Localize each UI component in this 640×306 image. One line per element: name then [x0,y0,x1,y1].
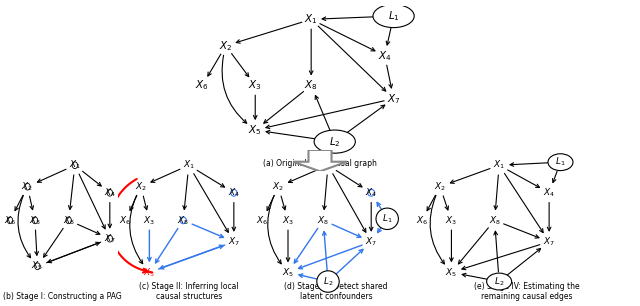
Text: $X_{1}$: $X_{1}$ [322,159,334,171]
Text: $X_{8}$: $X_{8}$ [177,214,189,226]
Text: $X_{1}$: $X_{1}$ [305,13,318,26]
Circle shape [107,235,113,242]
Text: $X_{3}$: $X_{3}$ [282,214,294,226]
Text: $X_{7}$: $X_{7}$ [365,236,377,248]
Text: (e) Stage IV: Estimating the
remaining causal edges: (e) Stage IV: Estimating the remaining c… [474,282,579,301]
Text: $L_{1}$: $L_{1}$ [388,9,399,23]
Text: $X_{4}$: $X_{4}$ [365,187,378,199]
Circle shape [25,183,30,190]
Text: $X_{6}$: $X_{6}$ [416,214,428,226]
Text: $L_{1}$: $L_{1}$ [382,213,392,225]
Text: $X_{8}$: $X_{8}$ [63,214,75,226]
Circle shape [7,217,13,224]
Text: $X_{3}$: $X_{3}$ [248,79,262,92]
Text: $X_{6}$: $X_{6}$ [256,214,269,226]
Text: $X_{3}$: $X_{3}$ [143,214,156,226]
Text: $L_{2}$: $L_{2}$ [329,135,340,148]
Text: $X_{6}$: $X_{6}$ [119,214,132,226]
Circle shape [180,217,186,224]
Circle shape [107,189,113,196]
Text: $X_{5}$: $X_{5}$ [143,266,156,278]
Text: $X_{2}$: $X_{2}$ [135,181,147,193]
Circle shape [486,273,511,290]
Text: $X_{6}$: $X_{6}$ [195,79,209,92]
Text: (c) Stage II: Inferring local
causal structures: (c) Stage II: Inferring local causal str… [139,282,239,301]
Circle shape [376,208,398,230]
Text: $X_{1}$: $X_{1}$ [493,159,505,171]
Text: $X_{7}$: $X_{7}$ [543,236,555,248]
Text: $L_{2}$: $L_{2}$ [323,275,333,288]
Text: $X_{6}$: $X_{6}$ [4,214,16,226]
Text: $X_{2}$: $X_{2}$ [219,39,232,53]
Circle shape [373,5,414,28]
Text: $X_{5}$: $X_{5}$ [282,266,294,278]
Text: $X_{2}$: $X_{2}$ [273,181,284,193]
Text: (d) Stage III: Detect shared
latent confounders: (d) Stage III: Detect shared latent conf… [284,282,388,301]
Circle shape [231,189,237,196]
Circle shape [314,130,355,153]
Polygon shape [293,150,347,171]
Circle shape [367,189,375,196]
Text: $X_{1}$: $X_{1}$ [69,159,81,171]
Circle shape [35,263,40,270]
Text: $X_{4}$: $X_{4}$ [228,187,240,199]
Circle shape [548,154,573,170]
Text: $X_{4}$: $X_{4}$ [378,49,392,63]
Text: $X_{5}$: $X_{5}$ [445,266,458,278]
Circle shape [317,271,339,292]
Text: (b) Stage I: Constructing a PAG: (b) Stage I: Constructing a PAG [3,293,122,301]
Text: $X_{8}$: $X_{8}$ [317,214,329,226]
Text: $X_{8}$: $X_{8}$ [305,79,318,92]
Text: $X_{3}$: $X_{3}$ [29,214,41,226]
Circle shape [72,162,77,169]
Text: $X_{7}$: $X_{7}$ [387,92,401,106]
Text: $X_{5}$: $X_{5}$ [248,123,262,137]
Circle shape [66,217,72,224]
Text: $X_{7}$: $X_{7}$ [104,233,116,245]
Text: $X_{8}$: $X_{8}$ [488,214,500,226]
Text: $X_{5}$: $X_{5}$ [31,260,44,272]
Text: $X_{2}$: $X_{2}$ [434,181,446,193]
Text: $X_{7}$: $X_{7}$ [228,236,240,248]
Text: $X_{1}$: $X_{1}$ [183,159,195,171]
Text: $X_{4}$: $X_{4}$ [543,187,556,199]
Text: $X_{4}$: $X_{4}$ [104,187,116,199]
Text: $L_{1}$: $L_{1}$ [556,156,566,168]
Circle shape [32,217,38,224]
Text: (a) Original true causal graph: (a) Original true causal graph [263,159,377,168]
Text: $X_{2}$: $X_{2}$ [22,181,33,193]
Text: $L_{2}$: $L_{2}$ [494,275,504,288]
Text: $X_{3}$: $X_{3}$ [445,214,458,226]
